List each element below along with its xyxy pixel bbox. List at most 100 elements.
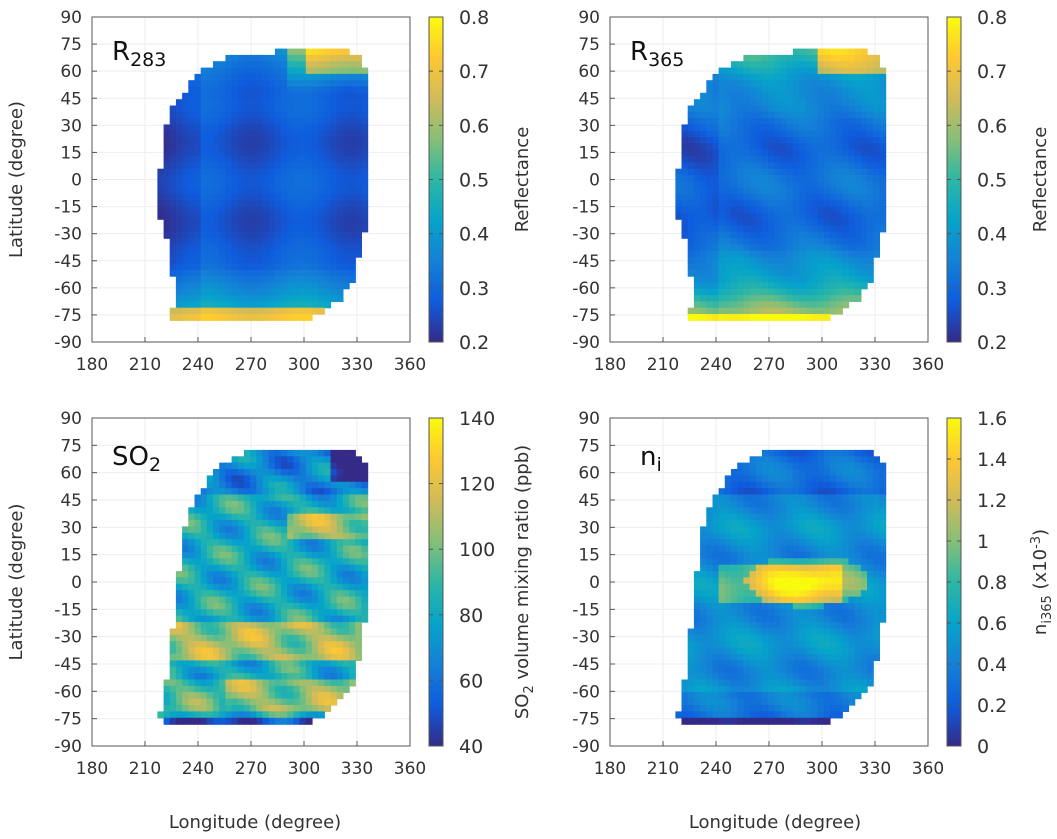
heatmap-cell [250, 532, 257, 540]
heatmap-cell [737, 532, 744, 540]
heatmap-cell [718, 124, 726, 132]
heatmap-cell [879, 615, 887, 623]
heatmap-cell [768, 149, 775, 157]
heatmap-cell [700, 143, 707, 151]
heatmap-cell [768, 187, 775, 195]
heatmap-cell [281, 288, 288, 296]
heatmap-cell [823, 181, 831, 189]
heatmap-cell [225, 634, 233, 642]
heatmap-cell [299, 449, 307, 457]
heatmap-cell [681, 187, 689, 195]
heatmap-cell [349, 679, 356, 687]
heatmap-cell [743, 61, 751, 69]
heatmap-cell [342, 500, 350, 508]
heatmap-cell [274, 583, 282, 591]
heatmap-cell [336, 679, 344, 687]
heatmap-cell [361, 212, 369, 220]
heatmap-cell [188, 111, 196, 119]
heatmap-cell [299, 685, 307, 693]
heatmap-cell [731, 301, 738, 309]
heatmap-cell [811, 488, 819, 496]
heatmap-cell [194, 105, 202, 113]
heatmap-cell [219, 577, 226, 585]
heatmap-cell [281, 564, 288, 572]
heatmap-cell [712, 99, 720, 107]
heatmap-cell [256, 54, 264, 62]
heatmap-cell [731, 577, 738, 585]
heatmap-cell [718, 583, 726, 591]
heatmap-cell [805, 162, 812, 170]
heatmap-cell [873, 513, 880, 521]
heatmap-cell [299, 666, 307, 674]
heatmap-cell [860, 532, 868, 540]
heatmap-cell [842, 513, 850, 521]
heatmap-cell [274, 500, 282, 508]
heatmap-cell [237, 118, 245, 125]
heatmap-cell [700, 238, 707, 246]
heatmap-cell [817, 168, 825, 176]
heatmap-cell [817, 590, 825, 598]
heatmap-cell [194, 301, 202, 309]
heatmap-cell [225, 244, 233, 252]
heatmap-cell [262, 469, 270, 476]
heatmap-cell [761, 301, 769, 309]
heatmap-cell [175, 301, 183, 309]
heatmap-cell [749, 622, 757, 630]
heatmap-cell [318, 301, 325, 309]
heatmap-cell [213, 86, 220, 94]
heatmap-cell [349, 143, 356, 151]
heatmap-cell [188, 685, 196, 693]
heatmap-cell [250, 711, 257, 719]
heatmap-cell [848, 577, 856, 585]
heatmap-cell [256, 137, 264, 144]
heatmap-cell [823, 507, 831, 515]
heatmap-cell [243, 193, 251, 201]
heatmap-cell [706, 520, 714, 527]
colorbar-label: SO2 volume mixing ratio (ppb) [512, 445, 537, 719]
heatmap-cell [768, 231, 775, 239]
heatmap-cell [854, 603, 862, 610]
heatmap-cell [792, 48, 800, 56]
heatmap-cell [330, 596, 338, 604]
heatmap-cell [724, 494, 732, 502]
heatmap-cell [811, 219, 819, 227]
heatmap-cell [225, 685, 233, 693]
heatmap-cell [256, 481, 264, 489]
heatmap-cell [724, 520, 732, 527]
heatmap-cell [811, 187, 819, 195]
heatmap-cell [786, 269, 794, 277]
heatmap-cell [355, 583, 362, 591]
heatmap-cell [213, 301, 220, 309]
heatmap-cell [268, 143, 276, 151]
heatmap-cell [237, 539, 245, 547]
heatmap-cell [854, 558, 862, 566]
heatmap-cell [706, 143, 714, 151]
heatmap-cell [336, 175, 344, 182]
heatmap-cell [318, 660, 325, 668]
heatmap-cell [799, 54, 806, 62]
heatmap-cell [305, 666, 313, 674]
heatmap-cell [830, 615, 837, 623]
heatmap-cell [318, 628, 325, 636]
heatmap-cell [811, 603, 819, 610]
heatmap-cell [848, 219, 856, 227]
heatmap-cell [262, 130, 270, 138]
heatmap-cell [774, 149, 782, 157]
heatmap-cell [706, 219, 714, 227]
heatmap-cell [842, 551, 850, 559]
heatmap-cell [281, 622, 288, 630]
heatmap-cell [250, 263, 257, 271]
heatmap-cell [749, 641, 757, 649]
heatmap-cell [823, 500, 831, 508]
heatmap-cell [860, 520, 868, 527]
heatmap-cell [768, 250, 775, 258]
heatmap-cell [848, 469, 856, 476]
panel-label-base: SO [112, 442, 149, 472]
heatmap-cell [349, 564, 356, 572]
heatmap-cell [743, 149, 751, 157]
heatmap-cell [817, 111, 825, 119]
heatmap-cell [237, 488, 245, 496]
heatmap-cell [268, 590, 276, 598]
heatmap-cell [836, 149, 843, 157]
heatmap-cell [718, 130, 726, 138]
